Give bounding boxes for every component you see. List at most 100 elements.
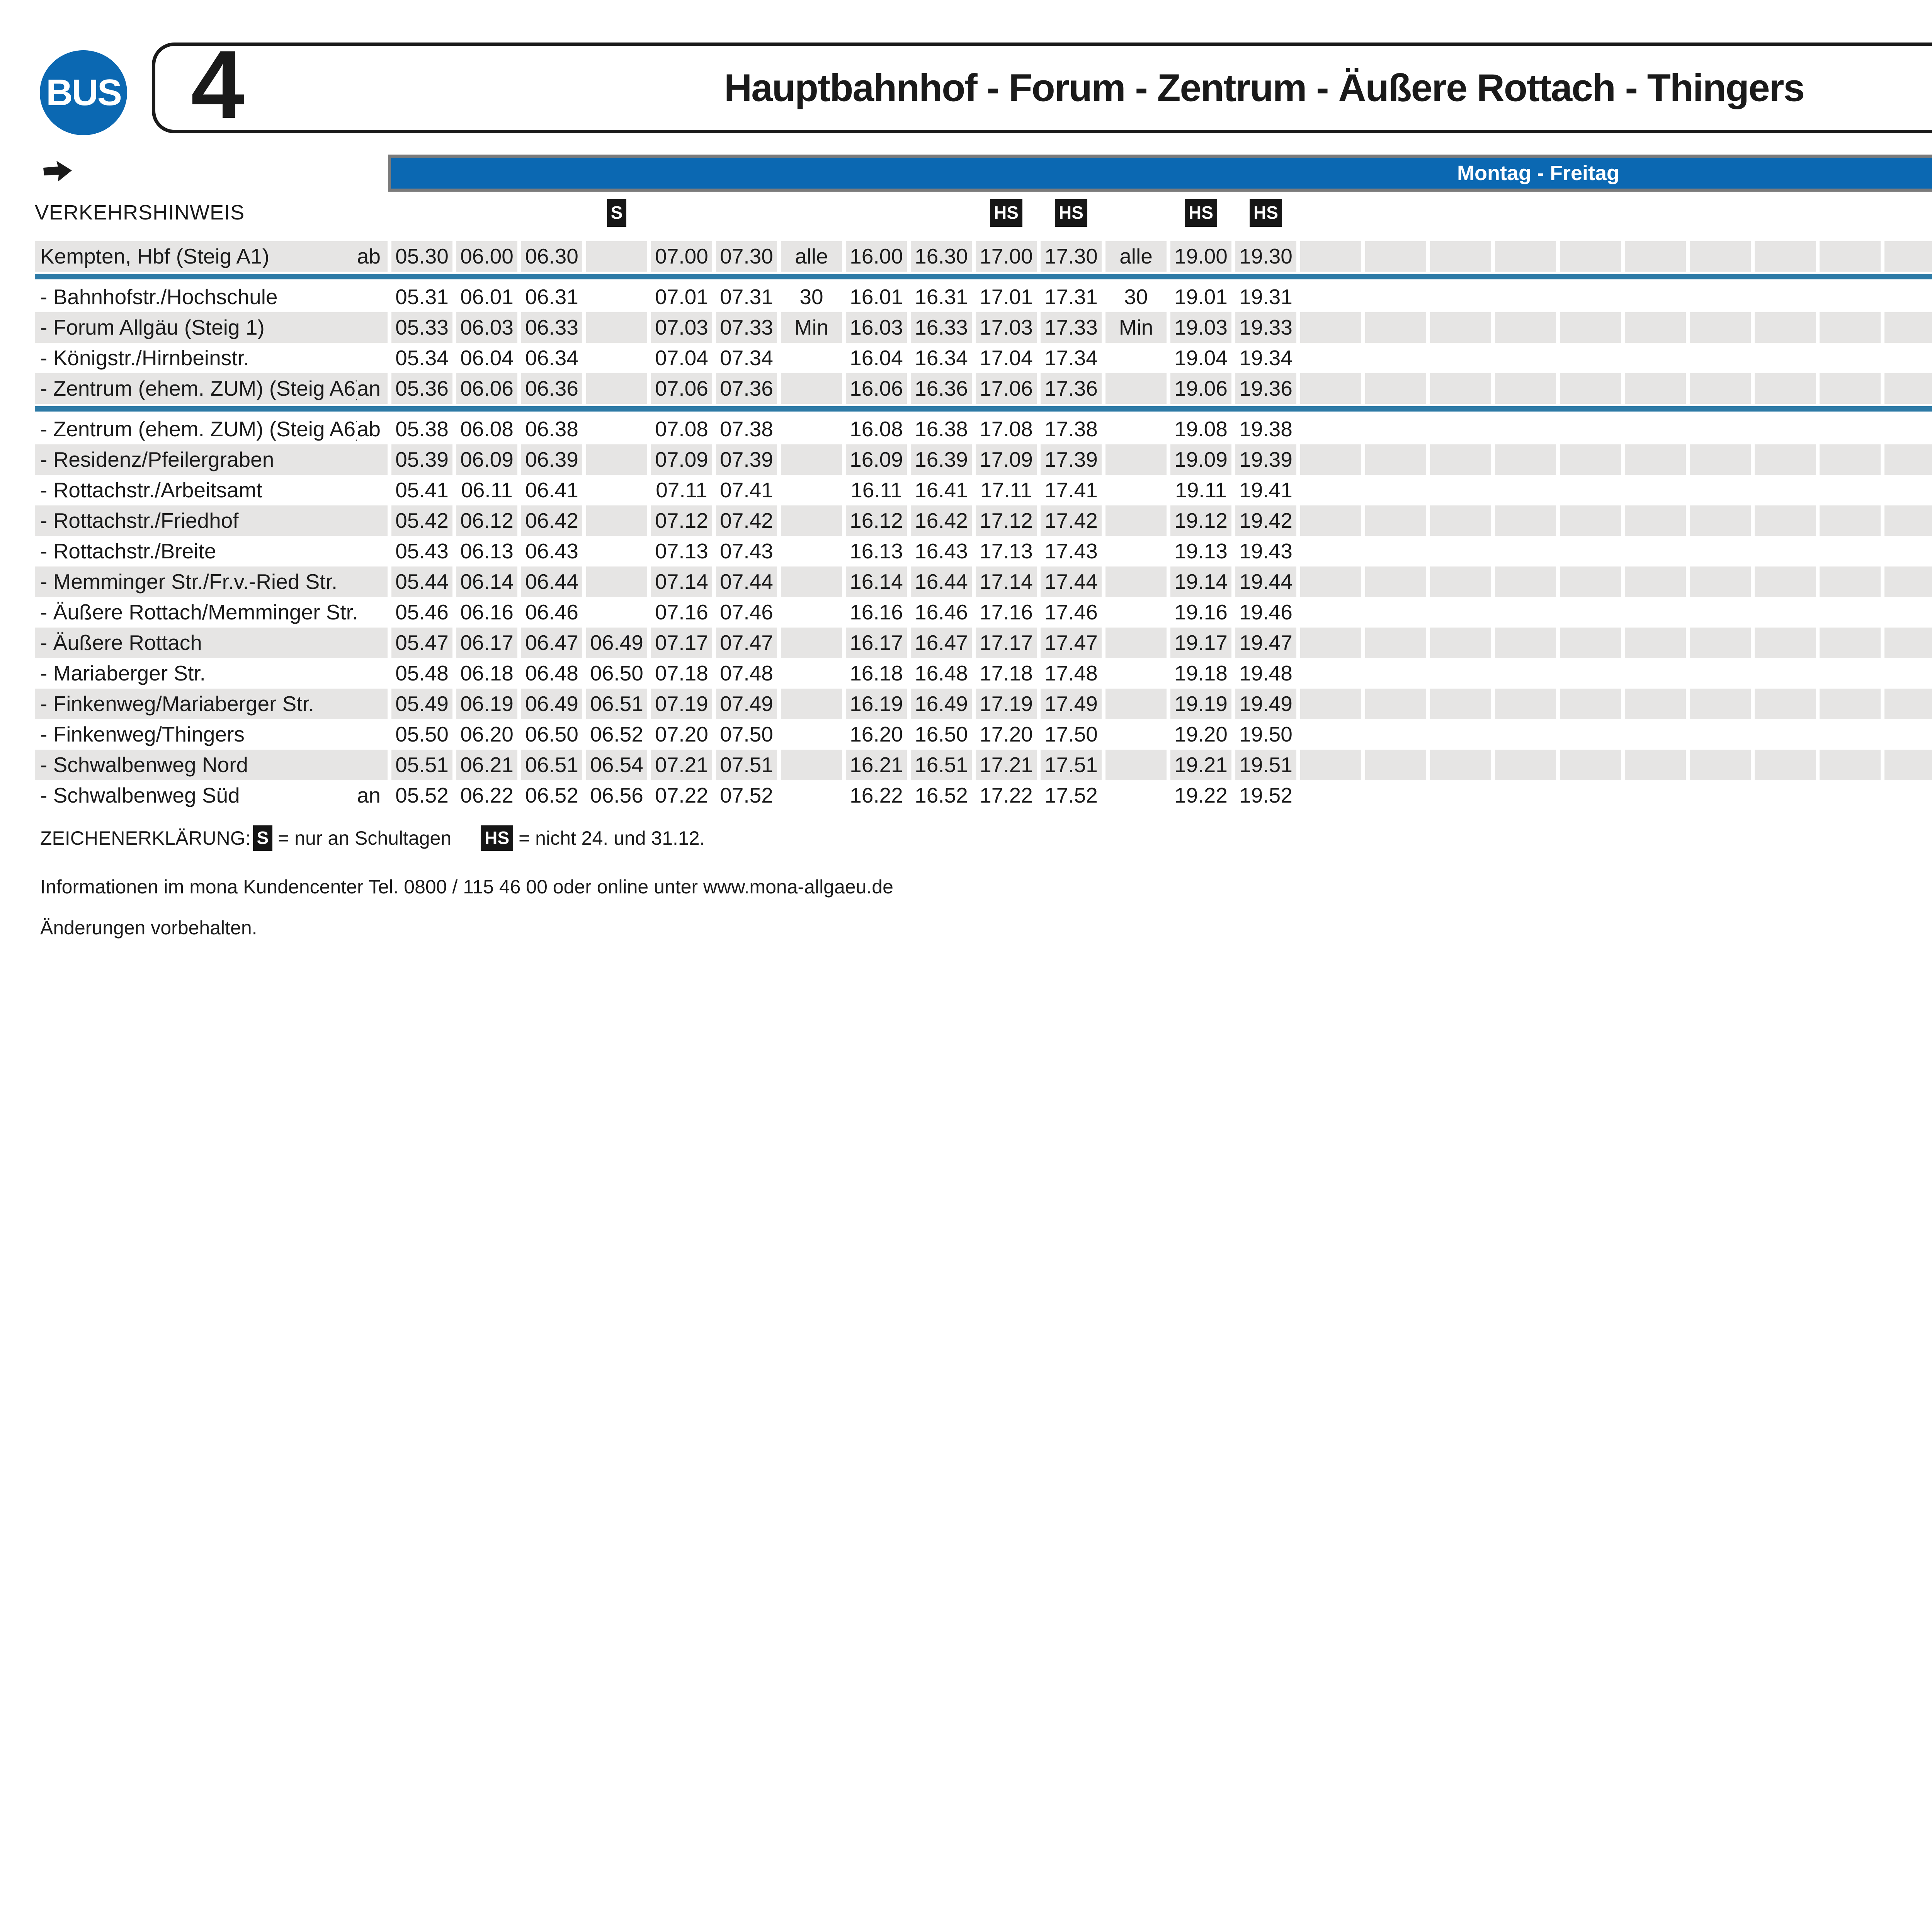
time-cell: 16.46 [915, 600, 968, 624]
table-row: Kempten, Hbf (Steig A1) ab 05.30 06.00 06.30… [35, 241, 1932, 272]
time-cell: 05.39 [391, 444, 452, 475]
stop-name: - Residenz/Pfeilergraben [40, 447, 274, 471]
time-cell [1884, 343, 1932, 373]
time-cell: 06.46 [525, 600, 578, 624]
time-cell [1884, 719, 1932, 750]
time-cell: 06.38 [525, 417, 578, 441]
time-cell: 17.46 [1044, 600, 1098, 624]
time-cell [1430, 505, 1491, 536]
time-cell [1755, 689, 1816, 719]
time-cell: 06.03 [456, 312, 517, 343]
time-cell [1625, 536, 1686, 566]
time-cell: 17.36 [1041, 373, 1102, 404]
time-cell [1365, 373, 1426, 404]
time-cell [586, 566, 647, 597]
time-cell [1365, 780, 1426, 811]
time-cell: 17.11 [980, 478, 1032, 502]
time-cell: 16.01 [850, 285, 903, 309]
time-cell [1755, 719, 1816, 750]
stop-name: - Mariaberger Str. [40, 661, 206, 685]
time-cell: 06.49 [521, 689, 582, 719]
time-cell: 06.48 [525, 661, 578, 685]
time-cell [1755, 780, 1816, 811]
time-cell: 07.33 [716, 312, 777, 343]
time-cell [586, 505, 647, 536]
time-cell [1300, 414, 1361, 444]
time-cell: 17.52 [1044, 783, 1098, 807]
time-cell [1105, 780, 1167, 811]
time-cell: 05.43 [395, 539, 449, 563]
time-cell [1884, 373, 1932, 404]
time-cell: 16.03 [846, 312, 907, 343]
time-cell [1105, 658, 1167, 689]
time-cell: 17.06 [976, 373, 1037, 404]
time-cell: 07.36 [716, 373, 777, 404]
time-cell [781, 414, 842, 444]
stop-cell: - Äußere Rottach [35, 628, 388, 658]
time-cell [1690, 536, 1751, 566]
time-cell: 06.34 [525, 346, 578, 370]
time-cell: 17.08 [980, 417, 1033, 441]
time-cell [1365, 750, 1426, 780]
time-cell: 17.33 [1041, 312, 1102, 343]
time-cell: 16.16 [850, 600, 903, 624]
time-cell [1755, 373, 1816, 404]
time-cell [1755, 282, 1816, 312]
time-cell [1495, 505, 1556, 536]
time-cell: 06.51 [586, 689, 647, 719]
stop-cell: - Bahnhofstr./Hochschule [35, 282, 388, 312]
time-cell [1495, 343, 1556, 373]
time-cell [1430, 689, 1491, 719]
time-cell [1625, 750, 1686, 780]
time-cell: 16.00 [846, 241, 907, 272]
table-row: - Mariaberger Str. 05.48 06.18 06.48 06.50 07… [35, 658, 1932, 689]
time-cell: 07.01 [655, 285, 708, 309]
stop-cell: - Residenz/Pfeilergraben [35, 444, 388, 475]
time-cell [1365, 241, 1426, 272]
time-cell [1560, 597, 1621, 628]
stop-name: - Äußere Rottach/Memminger Str. [40, 600, 358, 624]
time-cell: 05.30 [391, 241, 452, 272]
table-row: - Rottachstr./Breite 05.43 06.13 06.43 07.13… [35, 536, 1932, 566]
hs-badge: HS [1055, 199, 1087, 227]
time-cell: 17.34 [1044, 346, 1098, 370]
stop-cell: - Zentrum (ehem. ZUM) (Steig A6) ab [35, 414, 388, 444]
time-cell: 06.47 [521, 628, 582, 658]
time-cell [586, 414, 647, 444]
time-cell: 19.36 [1235, 373, 1296, 404]
time-cell [1300, 343, 1361, 373]
time-cell [1430, 312, 1491, 343]
hs-badge: HS [1185, 199, 1217, 227]
time-cell [1105, 597, 1167, 628]
table-row: - Memminger Str./Fr.v.-Ried Str. 05.44 06.… [35, 566, 1932, 597]
time-cell: 06.19 [456, 689, 517, 719]
time-cell [1884, 628, 1932, 658]
time-cell: 07.08 [655, 417, 708, 441]
time-cell [1430, 444, 1491, 475]
time-cell: 06.51 [521, 750, 582, 780]
hs-badge: HS [990, 199, 1022, 227]
time-cell [1365, 475, 1426, 505]
time-cell: 17.51 [1041, 750, 1102, 780]
time-cell: 19.16 [1174, 600, 1228, 624]
time-cell: 16.06 [846, 373, 907, 404]
time-cell [1300, 373, 1361, 404]
time-cell [1625, 628, 1686, 658]
time-cell: 05.36 [391, 373, 452, 404]
line-header-box: 4 Hauptbahnhof - Forum - Zentrum - Äußer… [152, 36, 1932, 133]
time-cell: 16.14 [846, 566, 907, 597]
time-cell [1884, 658, 1932, 689]
table-row: - Bahnhofstr./Hochschule 05.31 06.01 06.31 0… [35, 282, 1932, 312]
time-cell [1625, 373, 1686, 404]
time-cell: 05.31 [395, 285, 449, 309]
time-cell: 30 [799, 285, 823, 309]
time-cell: 06.39 [521, 444, 582, 475]
stop-name: - Finkenweg/Thingers [40, 722, 245, 746]
time-cell [1560, 719, 1621, 750]
bus-logo-label: BUS [46, 72, 122, 113]
time-cell [781, 373, 842, 404]
time-cell [1625, 658, 1686, 689]
time-cell: 19.09 [1170, 444, 1231, 475]
stop-name: - Bahnhofstr./Hochschule [40, 285, 278, 309]
time-cell [1430, 780, 1491, 811]
